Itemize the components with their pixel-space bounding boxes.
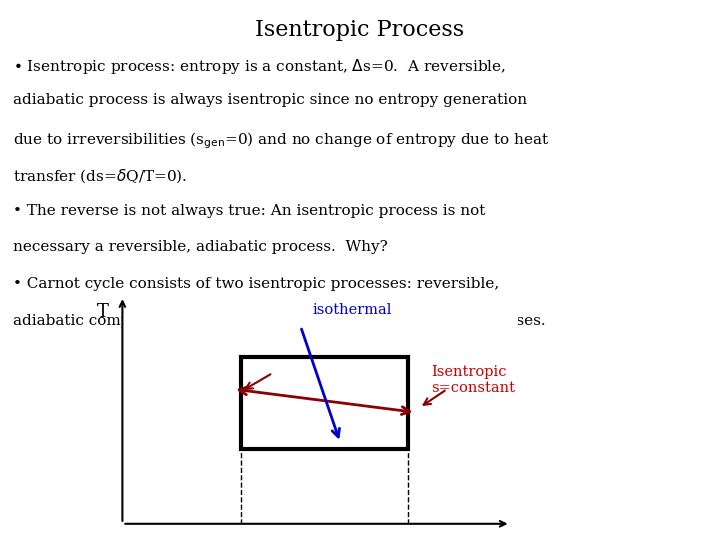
Text: due to irreversibilities (s$_{\rm gen}$=0) and no change of entropy due to heat: due to irreversibilities (s$_{\rm gen}$=… xyxy=(13,130,550,151)
Text: T: T xyxy=(96,303,109,321)
Text: Isentropic
s=constant: Isentropic s=constant xyxy=(431,364,516,395)
Text: Isentropic Process: Isentropic Process xyxy=(256,19,464,41)
Text: • The reverse is not always true: An isentropic process is not: • The reverse is not always true: An ise… xyxy=(13,204,485,218)
Text: • Carnot cycle consists of two isentropic processes: reversible,: • Carnot cycle consists of two isentropi… xyxy=(13,277,499,291)
Bar xyxy=(241,356,408,449)
Text: isothermal: isothermal xyxy=(312,303,392,317)
Text: adiabatic process is always isentropic since no entropy generation: adiabatic process is always isentropic s… xyxy=(13,93,527,107)
Text: transfer (ds=$\delta$Q/T=0).: transfer (ds=$\delta$Q/T=0). xyxy=(13,167,187,185)
Text: • Isentropic process: entropy is a constant, $\Delta$s=0.  A reversible,: • Isentropic process: entropy is a const… xyxy=(13,57,506,76)
Text: adiabatic compression and expansion plus two isothermal processes.: adiabatic compression and expansion plus… xyxy=(13,314,546,328)
Text: necessary a reversible, adiabatic process.  Why?: necessary a reversible, adiabatic proces… xyxy=(13,240,387,254)
